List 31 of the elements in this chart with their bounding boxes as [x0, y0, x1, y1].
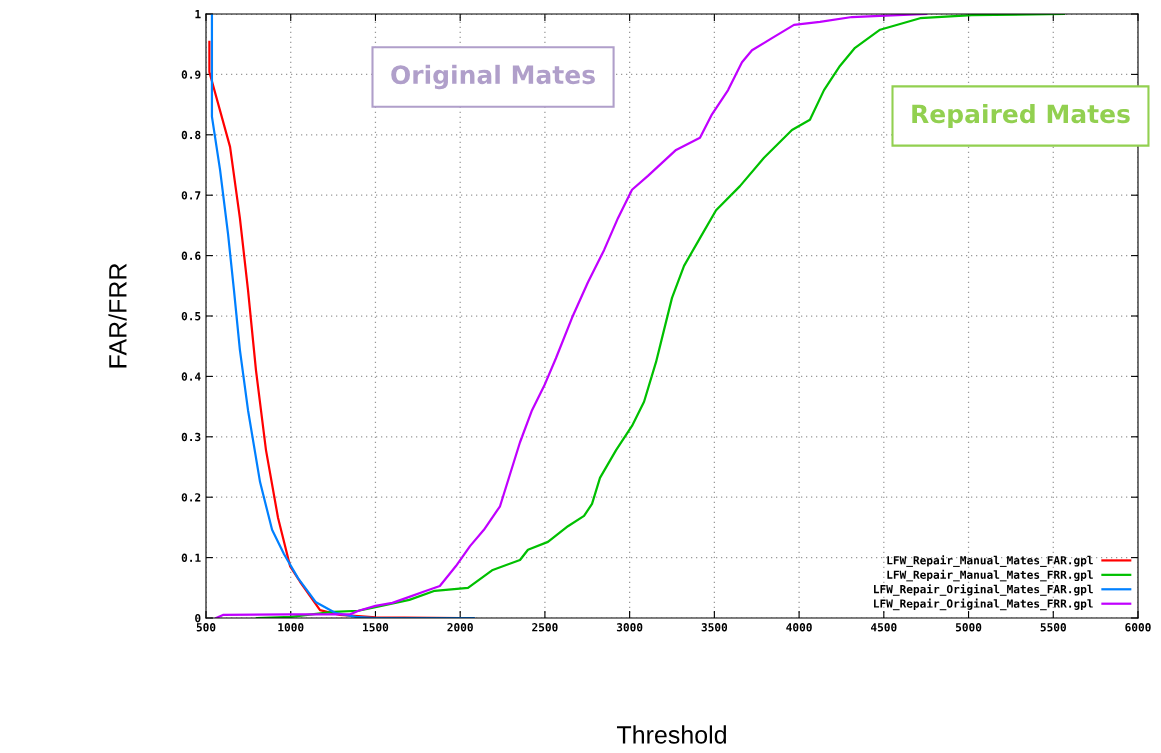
- x-tick-label: 3000: [616, 623, 643, 632]
- y-tick-label: 0: [195, 613, 201, 623]
- y-tick-label: 0.7: [181, 191, 201, 200]
- y-tick-label: 1: [195, 10, 201, 19]
- y-axis-title: FAR/FRR: [108, 263, 127, 368]
- legend-label: LFW_Repair_Manual_Mates_FAR.gpl: [887, 555, 1093, 567]
- x-tick-label: 5500: [1040, 623, 1066, 632]
- legend-label: LFW_Repair_Original_Mates_FAR.gpl: [874, 584, 1093, 596]
- x-tick-label: 2500: [532, 623, 558, 632]
- y-tick-label: 0.3: [181, 432, 201, 442]
- y-tick-label: 0.2: [181, 493, 201, 502]
- y-tick-label: 0.6: [181, 251, 201, 260]
- y-tick-label: 0.1: [181, 553, 201, 562]
- x-tick-label: 6000: [1125, 623, 1151, 632]
- x-tick-label: 1500: [363, 623, 389, 632]
- x-tick-label: 4000: [786, 623, 812, 632]
- x-tick-label: 2000: [447, 623, 473, 632]
- y-tick-label: 0.9: [181, 70, 201, 79]
- y-tick-label: 0.5: [181, 311, 201, 321]
- y-tick-label: 0.4: [181, 372, 201, 381]
- x-tick-label: 3500: [701, 623, 728, 632]
- legend-label: LFW_Repair_Manual_Mates_FRR.gpl: [887, 569, 1093, 582]
- x-axis-title: Threshold: [616, 725, 726, 744]
- y-tick-label: 0.8: [181, 130, 201, 140]
- annotation: Original Mates: [391, 64, 595, 90]
- x-tick-label: 4500: [870, 623, 897, 632]
- x-tick-label: 1000: [278, 623, 304, 632]
- legend-label: LFW_Repair_Original_Mates_FRR.gpl: [874, 598, 1093, 611]
- x-tick-label: 5000: [955, 623, 982, 632]
- x-tick-label: 500: [196, 623, 216, 632]
- annotation: Repaired Mates: [912, 103, 1130, 129]
